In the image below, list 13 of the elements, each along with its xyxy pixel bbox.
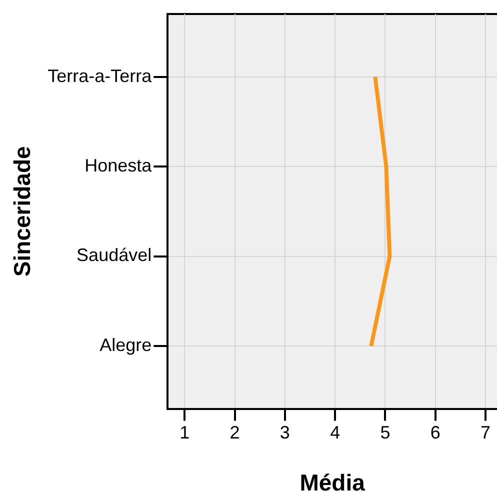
x-tick-label: 3 — [280, 422, 290, 443]
y-tick-label: Terra-a-Terra — [48, 66, 153, 86]
x-tick-label: 6 — [430, 422, 440, 443]
y-axis-title: Sinceridade — [9, 146, 36, 277]
x-tick-label: 7 — [480, 422, 490, 443]
x-tick-label: 2 — [230, 422, 240, 443]
x-axis-title: Média — [300, 470, 366, 496]
y-tick-label: Alegre — [100, 334, 152, 355]
x-tick-label: 4 — [330, 422, 340, 443]
x-tick-label: 1 — [180, 422, 190, 443]
y-tick-label: Honesta — [84, 156, 153, 176]
x-tick-label: 5 — [380, 422, 390, 443]
y-tick-label: Saudável — [76, 245, 152, 266]
